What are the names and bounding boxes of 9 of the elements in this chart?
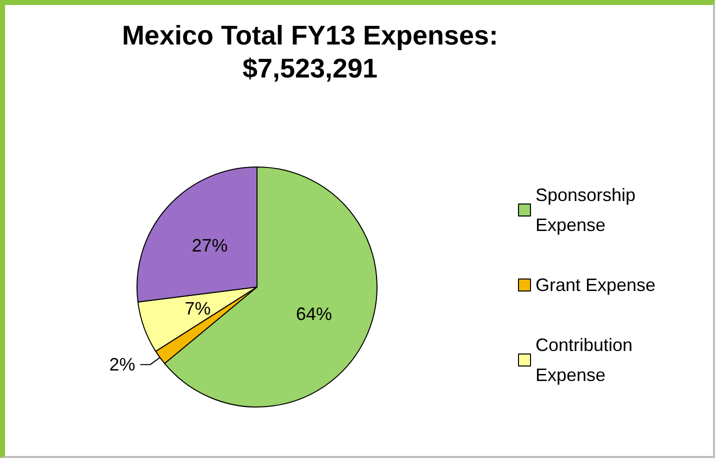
legend-label: Sponsorship Expense: [536, 185, 641, 235]
legend-label: Grant Expense: [536, 275, 656, 295]
legend-label: Contribution Expense: [536, 335, 638, 385]
chart-subtitle: $7,523,291: [242, 54, 378, 84]
chart-title: Mexico Total FY13 Expenses:: [122, 20, 498, 50]
data-label: 7%: [184, 298, 211, 318]
data-label: 27%: [192, 235, 228, 256]
data-label: 64%: [296, 304, 332, 324]
data-label: 2%: [109, 354, 136, 375]
